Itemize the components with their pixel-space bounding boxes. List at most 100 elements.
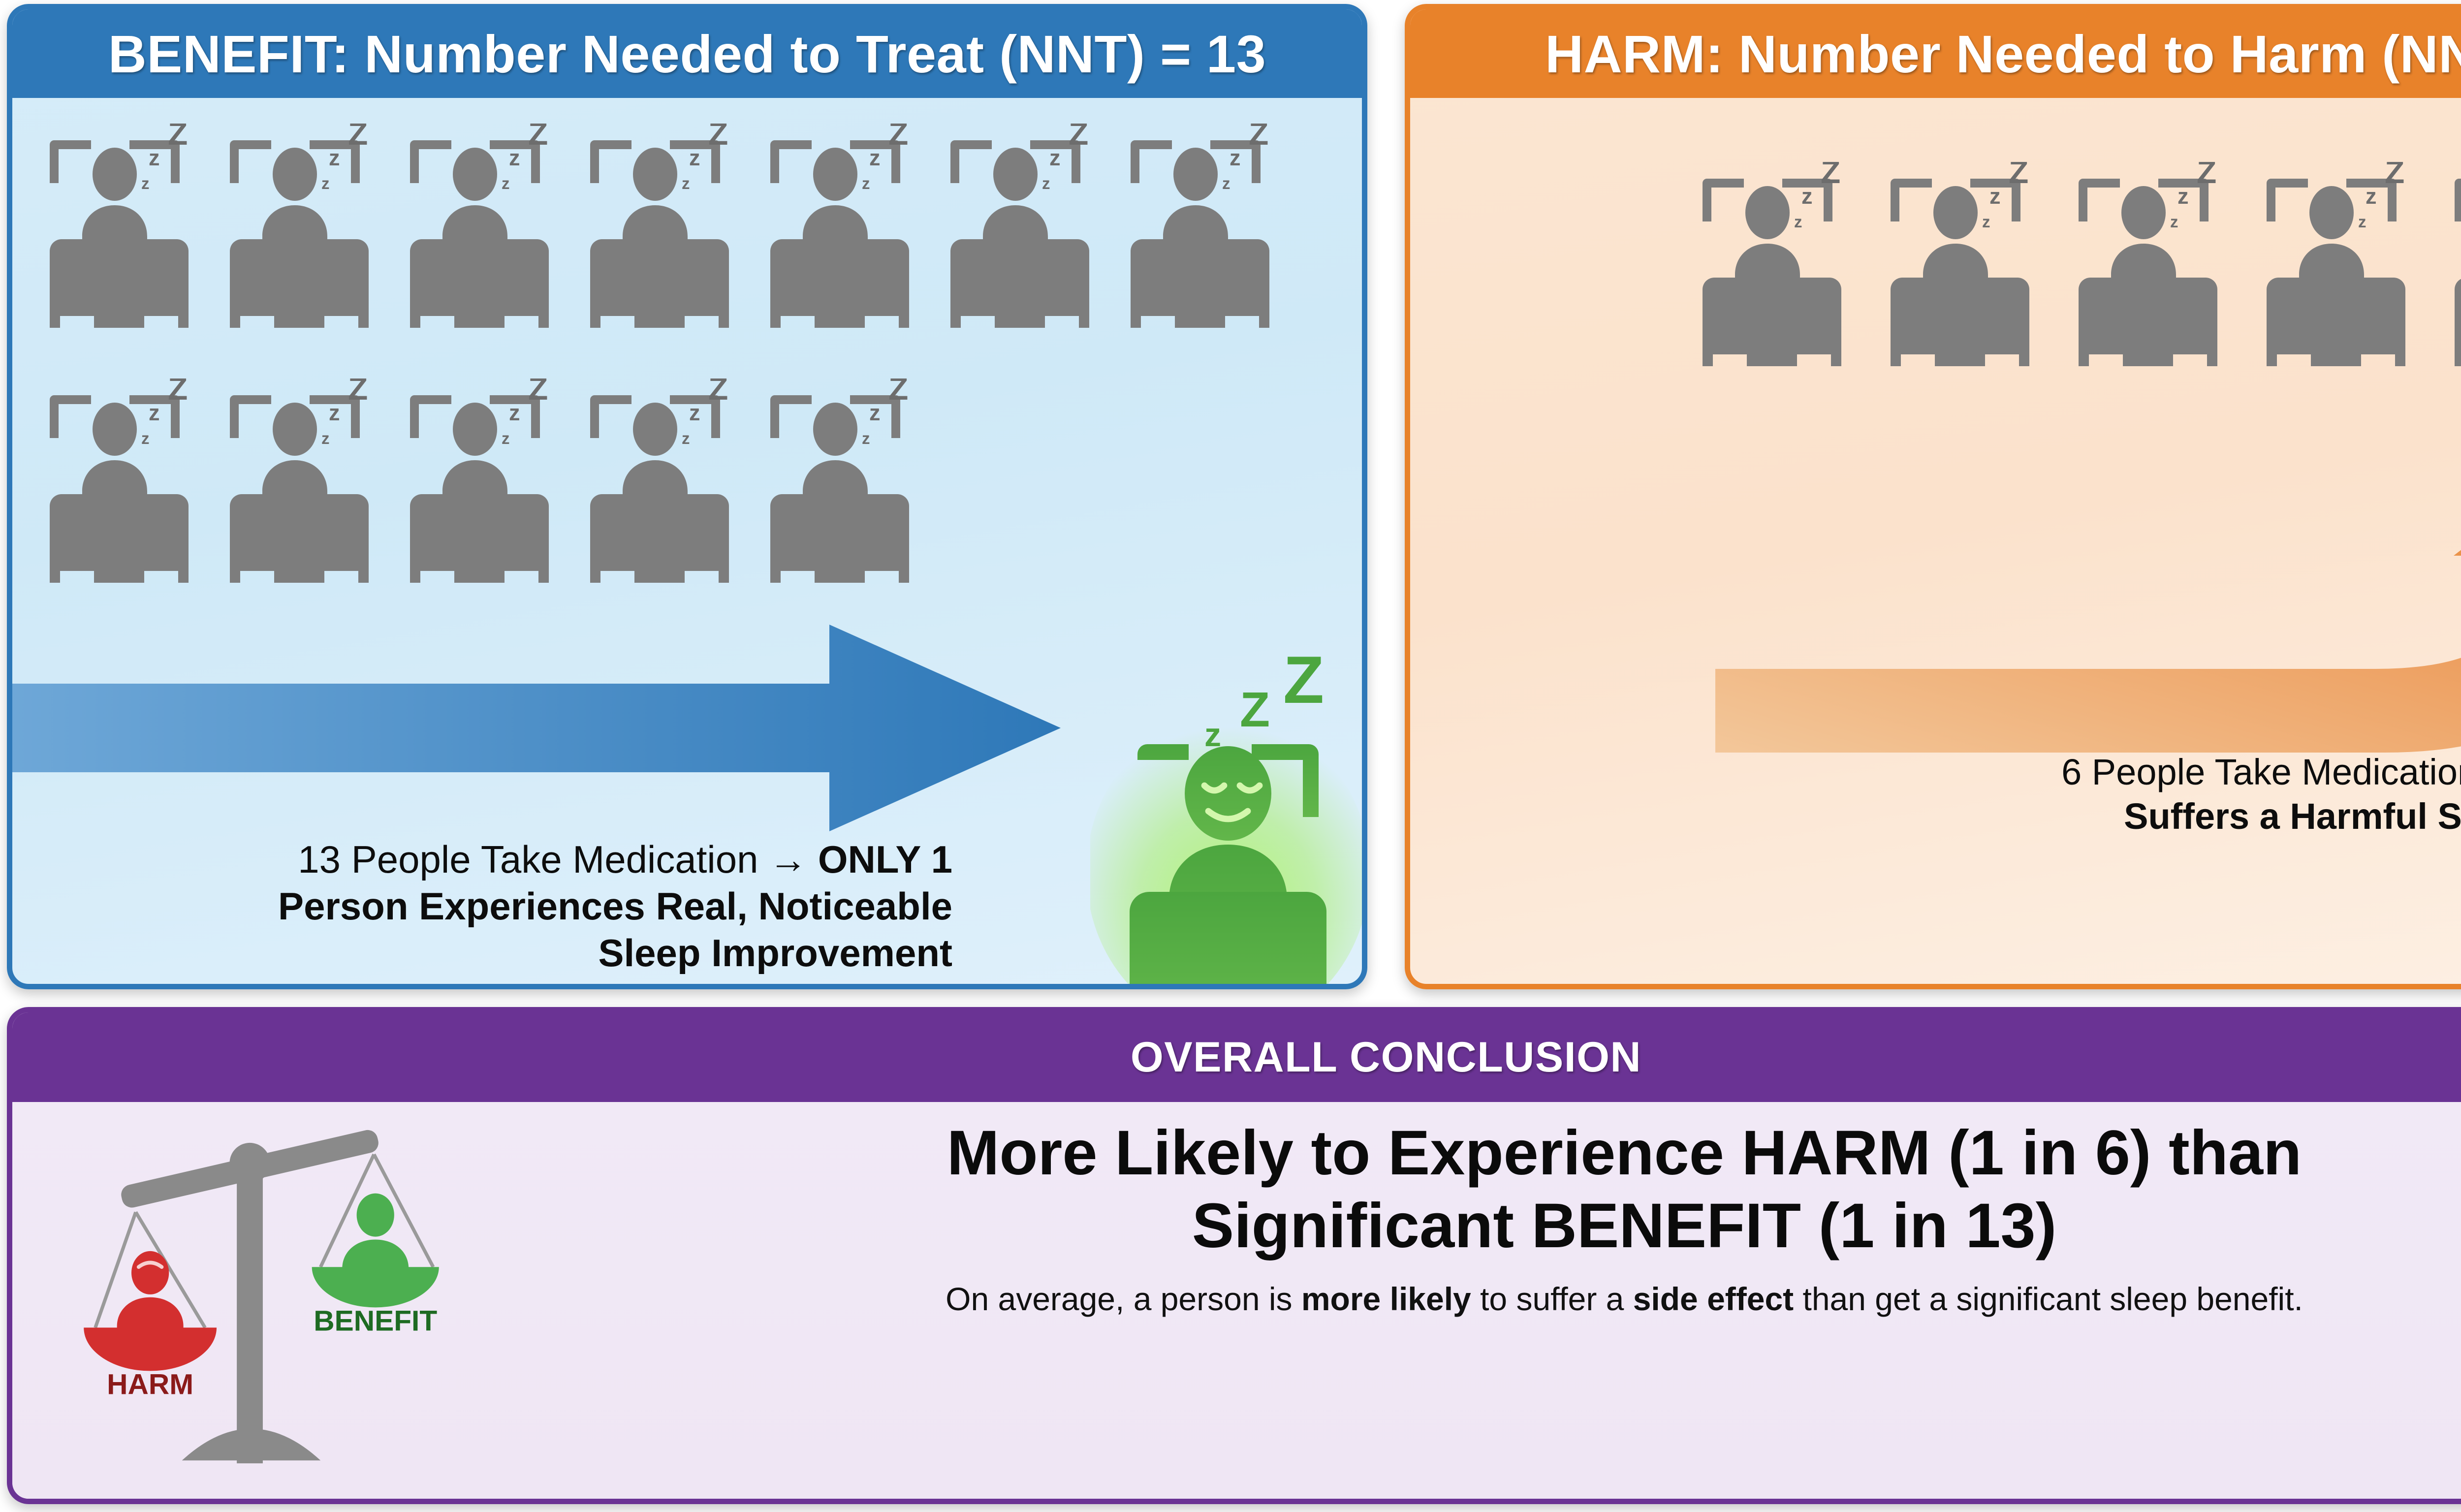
svg-text:z: z <box>682 174 690 192</box>
svg-text:z: z <box>141 429 150 447</box>
svg-text:z: z <box>1801 184 1813 209</box>
svg-text:z: z <box>1042 174 1050 192</box>
balance-scale-icon: HARM BENEFIT <box>84 1130 439 1464</box>
svg-text:z: z <box>321 429 330 447</box>
svg-text:z: z <box>1982 213 1990 231</box>
svg-text:Z: Z <box>708 378 728 407</box>
svg-text:z: z <box>682 429 690 447</box>
svg-text:z: z <box>321 174 330 192</box>
harm-bed-row: Zzz Zzz Zzz Zzz Zzz <box>1691 162 2461 393</box>
harm-caption: 6 People Take Medication → 1 Person Suff… <box>1932 750 2461 839</box>
svg-text:z: z <box>1222 174 1230 192</box>
benefit-panel-header: BENEFIT: Number Needed to Treat (NNT) = … <box>12 9 1362 98</box>
harm-panel-header: HARM: Number Needed to Harm (NNH) = 6 <box>1410 9 2461 98</box>
harm-caption-strong-2: Suffers a Harmful Side Effect <box>2124 796 2461 837</box>
benefit-caption-strong-3: Sleep Improvement <box>598 931 952 975</box>
benefit-caption-lead: 13 People Take Medication → <box>298 838 818 881</box>
svg-text:Z: Z <box>348 378 368 407</box>
svg-text:z: z <box>149 400 160 425</box>
bed-icon: Zzz <box>2443 162 2461 393</box>
svg-text:z: z <box>862 429 870 447</box>
svg-text:z: z <box>1230 145 1241 170</box>
benefit-panel: BENEFIT: Number Needed to Treat (NNT) = … <box>7 4 1367 989</box>
benefit-header-text: BENEFIT: Number Needed to Treat (NNT) = … <box>108 24 1266 84</box>
harm-panel-body: Zzz Zzz Zzz Zzz Zzz <box>1410 98 2461 984</box>
conclusion-main-line-2: Significant BENEFIT (1 in 13) <box>1192 1191 2057 1261</box>
svg-text:Z: Z <box>2385 162 2404 190</box>
conclusion-text-block: More Likely to Experience HARM (1 in 6) … <box>529 1117 2461 1319</box>
svg-text:Z: Z <box>1821 162 1840 190</box>
conclusion-panel-header: OVERALL CONCLUSION <box>12 1012 2461 1102</box>
svg-text:z: z <box>329 400 340 425</box>
svg-text:Z: Z <box>348 124 368 152</box>
scale-pan-harm: HARM <box>84 1211 217 1400</box>
sub-bold-1: more likely <box>1301 1280 1471 1317</box>
scale-harm-label: HARM <box>107 1368 193 1400</box>
conclusion-subtext: On average, a person is more likely to s… <box>529 1280 2461 1319</box>
svg-text:z: z <box>509 145 520 170</box>
sub-bold-2: side effect <box>1633 1280 1794 1317</box>
svg-text:z: z <box>509 400 520 425</box>
svg-text:z: z <box>2170 213 2178 231</box>
benefit-caption-strong-1: ONLY 1 <box>818 838 952 881</box>
harm-panel: HARM: Number Needed to Harm (NNH) = 6 <box>1405 4 2461 989</box>
svg-text:z: z <box>2177 184 2189 209</box>
svg-text:z: z <box>149 145 160 170</box>
benefit-highlight-bed-icon: Z Z z <box>1090 652 1362 984</box>
sub-middle: to suffer a <box>1471 1280 1633 1317</box>
svg-text:z: z <box>502 174 510 192</box>
svg-text:z: z <box>329 145 340 170</box>
conclusion-panel: OVERALL CONCLUSION <box>7 1007 2461 1504</box>
svg-text:z: z <box>689 145 700 170</box>
svg-text:Z: Z <box>2197 162 2216 190</box>
benefit-caption-strong-2: Person Experiences Real, Noticeable <box>278 884 952 928</box>
benefit-caption: 13 People Take Medication → ONLY 1 Perso… <box>76 836 952 976</box>
svg-text:Z: Z <box>2009 162 2028 190</box>
svg-text:z: z <box>2358 213 2366 231</box>
svg-text:Z: Z <box>1283 652 1324 717</box>
svg-text:z: z <box>1794 213 1802 231</box>
svg-text:Z: Z <box>1240 682 1270 737</box>
svg-text:Z: Z <box>168 124 188 152</box>
svg-text:Z: Z <box>168 378 188 407</box>
benefit-arrow-icon <box>12 625 1061 831</box>
sub-suffix: than get a significant sleep benefit. <box>1794 1280 2303 1317</box>
svg-text:z: z <box>141 174 150 192</box>
svg-text:z: z <box>502 429 510 447</box>
svg-text:z: z <box>1204 716 1221 754</box>
conclusion-header-text: OVERALL CONCLUSION <box>1130 1033 1642 1081</box>
svg-text:z: z <box>689 400 700 425</box>
svg-text:Z: Z <box>1249 124 1268 152</box>
svg-text:z: z <box>869 145 881 170</box>
svg-text:z: z <box>1049 145 1061 170</box>
svg-text:z: z <box>862 174 870 192</box>
svg-text:z: z <box>1989 184 2001 209</box>
svg-text:z: z <box>869 400 881 425</box>
svg-text:Z: Z <box>888 378 908 407</box>
sub-prefix: On average, a person is <box>946 1280 1301 1317</box>
conclusion-panel-body: HARM BENEFIT More Likely to Experience H… <box>12 1102 2461 1499</box>
conclusion-main-line-1: More Likely to Experience HARM (1 in 6) … <box>947 1118 2302 1188</box>
harm-arrow-icon <box>1715 550 2461 753</box>
harm-caption-lead: 6 People Take Medication → <box>2061 752 2461 792</box>
svg-text:Z: Z <box>708 124 728 152</box>
svg-text:z: z <box>2366 184 2377 209</box>
svg-text:Z: Z <box>528 378 548 407</box>
